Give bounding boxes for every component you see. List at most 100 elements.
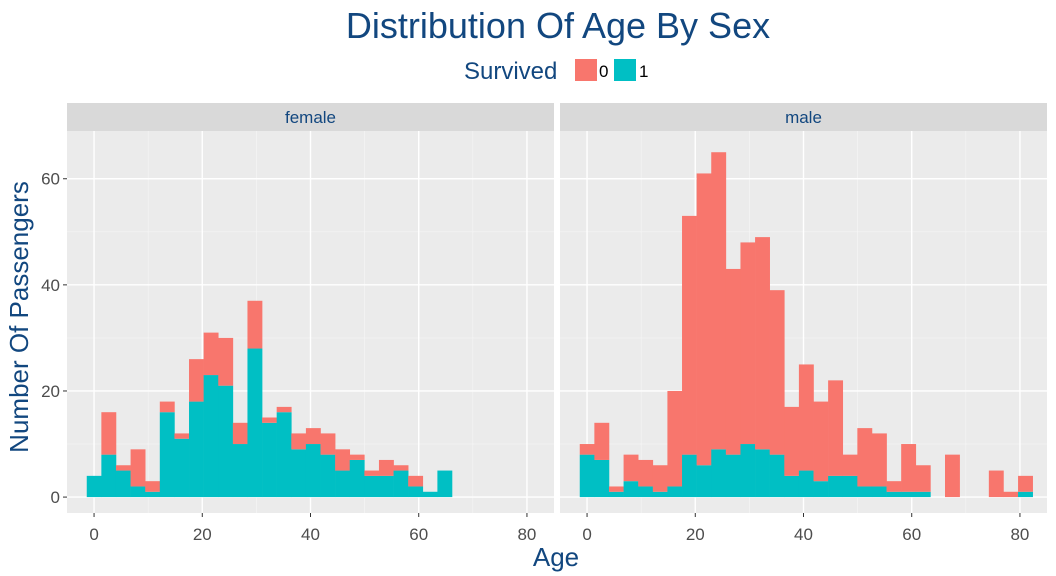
bar-survived-1 xyxy=(842,475,858,498)
bar-survived-1 xyxy=(335,470,351,498)
bar-survived-1 xyxy=(915,491,931,498)
bar-survived-0 xyxy=(349,454,365,460)
x-tick-label: 80 xyxy=(1010,525,1029,544)
bar-survived-1 xyxy=(1018,491,1033,498)
bar-survived-0 xyxy=(798,364,814,471)
legend-title: Survived xyxy=(464,58,557,85)
bar-survived-1 xyxy=(828,475,844,498)
bar-survived-0 xyxy=(305,428,321,445)
bar-survived-1 xyxy=(408,486,424,498)
bar-survived-1 xyxy=(364,475,380,498)
bar-survived-0 xyxy=(901,444,917,492)
x-tick-label: 40 xyxy=(794,525,813,544)
facet-panel-female: female 0 20 40 60 80 0 20 40 60 xyxy=(41,103,554,544)
bar-survived-0 xyxy=(682,215,697,455)
legend: Survived 0 1 xyxy=(464,58,648,85)
bar-survived-1 xyxy=(579,454,595,498)
y-tick-label: 40 xyxy=(41,276,60,295)
bar-survived-1 xyxy=(857,486,873,498)
bar-survived-0 xyxy=(1018,475,1033,492)
facet-panel-male: male 0 20 40 60 80 xyxy=(560,103,1047,544)
bar-survived-0 xyxy=(579,444,595,455)
bar-survived-0 xyxy=(755,237,770,450)
bar-survived-1 xyxy=(594,459,610,498)
bar-survived-1 xyxy=(115,470,131,498)
bar-survived-0 xyxy=(842,454,858,476)
bar-survived-0 xyxy=(189,359,204,402)
bar-survived-1 xyxy=(422,491,438,498)
bar-survived-1 xyxy=(203,375,219,498)
bar-survived-1 xyxy=(798,470,814,498)
bar-survived-0 xyxy=(393,465,409,471)
facet-strip xyxy=(67,103,554,131)
bar-survived-0 xyxy=(725,268,741,455)
bar-survived-1 xyxy=(608,491,624,498)
x-tick-label: 60 xyxy=(409,525,428,544)
bar-survived-0 xyxy=(945,454,960,498)
bar-survived-0 xyxy=(608,486,624,492)
bar-survived-0 xyxy=(364,470,380,476)
bar-survived-1 xyxy=(886,491,902,498)
bar-survived-0 xyxy=(828,380,844,476)
bar-survived-1 xyxy=(189,401,204,498)
chart-title: Distribution Of Age By Sex xyxy=(346,5,770,46)
bar-survived-1 xyxy=(232,444,248,498)
bar-survived-1 xyxy=(218,385,234,498)
bar-survived-0 xyxy=(638,459,654,487)
legend-key-0 xyxy=(575,59,597,81)
bar-survived-1 xyxy=(901,491,917,498)
x-tick-label: 20 xyxy=(193,525,212,544)
y-tick-label: 20 xyxy=(41,382,60,401)
bar-survived-0 xyxy=(652,465,668,492)
bar-survived-1 xyxy=(740,444,756,498)
x-tick-label: 0 xyxy=(582,525,591,544)
bar-survived-1 xyxy=(623,481,639,498)
bar-survived-0 xyxy=(101,412,117,455)
bar-survived-1 xyxy=(682,454,697,498)
legend-key-1 xyxy=(614,59,636,81)
x-axis-title: Age xyxy=(533,542,579,572)
y-tick-label: 0 xyxy=(51,488,60,507)
bar-survived-1 xyxy=(393,470,409,498)
bar-survived-0 xyxy=(769,290,785,455)
bar-survived-0 xyxy=(203,332,219,376)
bar-survived-1 xyxy=(871,486,887,498)
bar-survived-0 xyxy=(232,422,248,445)
bar-survived-0 xyxy=(740,242,756,445)
bar-survived-0 xyxy=(886,481,902,492)
bar-survived-1 xyxy=(696,465,712,498)
bar-survived-0 xyxy=(291,433,307,450)
bar-survived-0 xyxy=(1003,491,1019,498)
bar-survived-0 xyxy=(696,173,712,466)
bar-survived-1 xyxy=(725,454,741,498)
bar-survived-0 xyxy=(276,406,292,413)
x-tick-label: 20 xyxy=(686,525,705,544)
bar-survived-0 xyxy=(594,422,610,460)
bar-survived-1 xyxy=(174,438,190,498)
bar-survived-1 xyxy=(769,454,785,498)
bar-survived-1 xyxy=(291,449,307,498)
bar-survived-0 xyxy=(988,470,1004,498)
bar-survived-0 xyxy=(159,401,175,413)
facet-strip-label: male xyxy=(785,108,822,127)
bar-survived-1 xyxy=(86,475,102,498)
bar-survived-0 xyxy=(857,428,873,487)
bar-survived-0 xyxy=(667,390,683,487)
bar-survived-0 xyxy=(247,300,263,349)
bar-survived-1 xyxy=(101,454,117,498)
bar-survived-0 xyxy=(174,433,190,439)
x-tick-label: 0 xyxy=(89,525,98,544)
bar-survived-0 xyxy=(871,433,887,487)
bar-survived-1 xyxy=(320,454,336,498)
bar-survived-1 xyxy=(667,486,683,498)
facets-layer: female 0 20 40 60 80 0 20 40 60 male 0 20 40 60 80 xyxy=(41,103,1047,544)
bar-survived-1 xyxy=(813,481,829,498)
y-axis-title: Number Of Passengers xyxy=(4,181,34,453)
bar-survived-1 xyxy=(145,491,161,498)
bar-survived-0 xyxy=(320,433,336,455)
facet-strip-label: female xyxy=(285,108,336,127)
legend-label-0: 0 xyxy=(599,62,608,81)
bar-survived-1 xyxy=(159,412,175,498)
legend-label-1: 1 xyxy=(639,62,648,81)
bar-survived-0 xyxy=(218,337,234,386)
